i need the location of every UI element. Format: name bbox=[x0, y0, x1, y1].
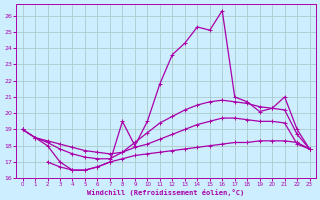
X-axis label: Windchill (Refroidissement éolien,°C): Windchill (Refroidissement éolien,°C) bbox=[87, 189, 245, 196]
